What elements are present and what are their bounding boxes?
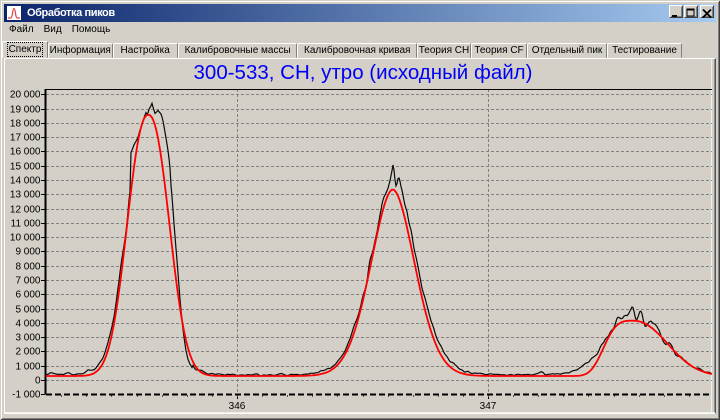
svg-text:11 000: 11 000 <box>11 219 41 230</box>
svg-text:0: 0 <box>35 376 41 387</box>
svg-text:4 000: 4 000 <box>15 319 40 330</box>
svg-text:3 000: 3 000 <box>15 333 40 344</box>
svg-text:5 000: 5 000 <box>15 305 40 316</box>
svg-text:347: 347 <box>480 401 497 412</box>
svg-text:20 000: 20 000 <box>10 90 41 101</box>
svg-text:346: 346 <box>229 401 246 412</box>
svg-text:10 000: 10 000 <box>10 233 41 244</box>
svg-text:9 000: 9 000 <box>15 247 40 258</box>
svg-text:1 000: 1 000 <box>15 362 40 373</box>
svg-text:-1 000: -1 000 <box>12 390 41 401</box>
svg-text:6 000: 6 000 <box>15 290 40 301</box>
svg-text:15 000: 15 000 <box>10 162 41 173</box>
svg-text:16 000: 16 000 <box>10 147 41 158</box>
svg-text:13 000: 13 000 <box>10 190 41 201</box>
svg-text:8 000: 8 000 <box>15 262 40 273</box>
svg-text:7 000: 7 000 <box>15 276 40 287</box>
svg-text:18 000: 18 000 <box>10 119 41 130</box>
svg-text:2 000: 2 000 <box>15 347 40 358</box>
svg-text:12 000: 12 000 <box>10 205 41 216</box>
svg-text:17 000: 17 000 <box>10 133 41 144</box>
svg-text:19 000: 19 000 <box>10 105 41 116</box>
svg-text:14 000: 14 000 <box>10 176 41 187</box>
